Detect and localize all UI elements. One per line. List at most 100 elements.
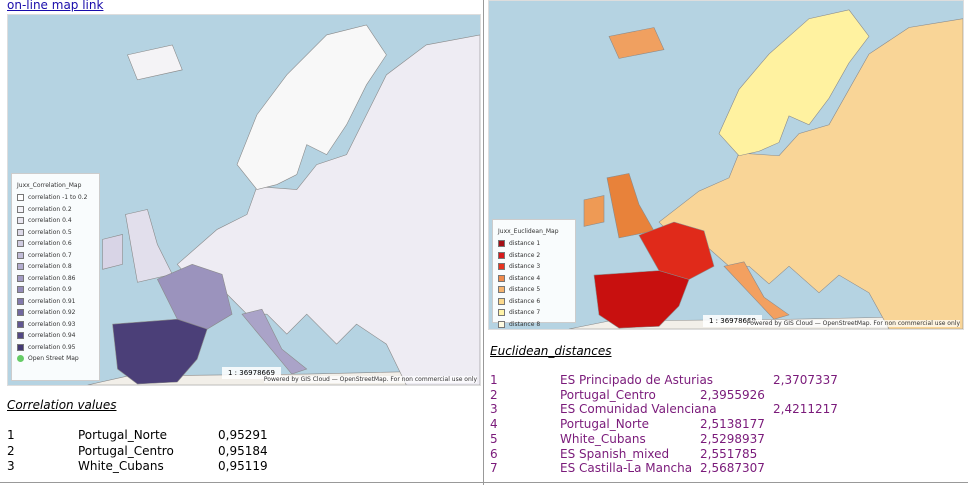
- legend-swatch: [17, 309, 24, 317]
- map[interactable]: Juxx_Euclidean_Map distance 1 distance 2 di…: [488, 0, 964, 330]
- table-row: 5 White_Cubans 2,5298937: [485, 432, 965, 447]
- legend-swatch: [17, 251, 24, 259]
- region: [127, 44, 183, 81]
- row-index: 2: [490, 387, 498, 402]
- legend-swatch: [17, 297, 24, 305]
- row-value: 0,95291: [218, 428, 268, 442]
- row-index: 1: [490, 373, 498, 387]
- legend-label: distance 7: [509, 309, 541, 317]
- legend-swatch: [17, 332, 24, 340]
- region: [593, 270, 690, 329]
- legend-label: correlation 0.9: [28, 286, 72, 294]
- legend-item: correlation 0.92: [17, 307, 94, 319]
- table-row: 1 Portugal_Norte 0,95291: [0, 428, 480, 443]
- legend-label: correlation 0.95: [28, 343, 76, 351]
- legend-item: correlation 0.7: [17, 250, 94, 262]
- legend-swatch: [498, 320, 505, 328]
- table-row: 4 Portugal_Norte 2,5138177: [485, 417, 965, 432]
- legend-label: correlation 0.93: [28, 320, 76, 328]
- legend-swatch: [17, 217, 24, 225]
- table-row: 3 White_Cubans 0,95119: [0, 459, 480, 474]
- legend-item: correlation 0.5: [17, 227, 94, 239]
- legend-swatch: [17, 286, 24, 294]
- legend-swatch: [498, 240, 505, 248]
- table-title: Euclidean_distances: [490, 344, 612, 358]
- region: [583, 195, 605, 227]
- table-title: Correlation values: [7, 398, 117, 412]
- legend-item: correlation 0.2: [17, 204, 94, 216]
- legend-label: distance 3: [509, 263, 541, 271]
- legend-title: Juxx_Euclidean_Map: [498, 227, 559, 235]
- row-name: ES Comunidad Valenciana: [560, 402, 717, 417]
- row-name: Portugal_Centro: [560, 387, 656, 402]
- table-row: 1 ES Principado de Asturias 2,3707337: [485, 373, 965, 388]
- legend-label: distance 4: [509, 274, 541, 282]
- attribution: Powered by GIS Cloud — OpenStreetMap. Fo…: [746, 320, 960, 327]
- right-panel: Juxx_Euclidean_Map distance 1 distance 2 di…: [485, 0, 968, 485]
- legend-label: distance 1: [509, 240, 541, 248]
- map[interactable]: Juxx_Correlation_Map correlation -1 to 0.…: [7, 14, 481, 386]
- legend-swatch: [498, 251, 505, 259]
- row-value: 2,5138177: [700, 417, 765, 432]
- legend-swatch: [498, 286, 505, 294]
- legend-item: correlation 0.4: [17, 215, 94, 227]
- region: [718, 9, 870, 157]
- legend-swatch: [17, 274, 24, 282]
- row-value: 2,551785: [700, 446, 758, 461]
- legend-label: distance 5: [509, 286, 541, 294]
- region: [723, 261, 790, 320]
- legend-swatch: [17, 240, 24, 248]
- region: [102, 234, 123, 270]
- legend-label: correlation 0.2: [28, 205, 72, 213]
- legend-item: correlation 0.9: [17, 284, 94, 296]
- legend-label: correlation 0.86: [28, 274, 76, 282]
- legend-item: correlation 0.91: [17, 296, 94, 308]
- map-link[interactable]: on-line map link: [7, 0, 104, 12]
- row-name: White_Cubans: [560, 431, 646, 446]
- legend-swatch: [17, 263, 24, 271]
- table-row: 7 ES Castilla-La Mancha 2,5687307: [485, 461, 965, 476]
- legend-item: correlation 0.8: [17, 261, 94, 273]
- legend-label: correlation 0.92: [28, 309, 76, 317]
- row-index: 1: [7, 428, 15, 442]
- table-row: 2 Portugal_Centro 0,95184: [0, 444, 480, 459]
- legend-swatch: [498, 297, 505, 305]
- legend-item: correlation -1 to 0.2: [17, 192, 94, 204]
- legend-item: distance 3: [498, 261, 570, 273]
- legend-label: correlation 0.4: [28, 217, 72, 225]
- row-name: ES Castilla-La Mancha: [560, 461, 693, 476]
- legend-label: correlation 0.91: [28, 297, 76, 305]
- region: [608, 27, 665, 59]
- left-panel: on-line map link Juxx_Correlation_Map cor…: [0, 0, 481, 485]
- row-value: 2,3955926: [700, 387, 765, 402]
- legend-swatch: [17, 343, 24, 351]
- legend-label: distance 8: [509, 320, 541, 328]
- divider: [483, 0, 484, 485]
- legend-label: correlation 0.8: [28, 263, 72, 271]
- region: [236, 24, 387, 190]
- legend-swatch: [498, 309, 505, 317]
- row-name: ES Principado de Asturias: [560, 373, 714, 387]
- legend-item: correlation 0.93: [17, 319, 94, 331]
- row-index: 3: [7, 459, 15, 473]
- row-index: 6: [490, 446, 498, 461]
- region: [241, 308, 308, 375]
- legend-item: correlation 0.86: [17, 273, 94, 285]
- row-name: Portugal_Centro: [78, 443, 174, 458]
- row-index: 3: [490, 402, 498, 417]
- row-index: 5: [490, 431, 498, 446]
- legend-label: Open Street Map: [28, 355, 79, 363]
- row-index: 2: [7, 443, 15, 458]
- table-row: 2 Portugal_Centro 2,3955926: [485, 388, 965, 403]
- legend-item: distance 6: [498, 296, 570, 308]
- row-name: ES Spanish_mixed: [560, 446, 670, 461]
- legend-swatch: [17, 194, 24, 202]
- legend-item: correlation 0.95: [17, 342, 94, 354]
- row-value: 2,5687307: [700, 461, 765, 476]
- map-canvas: [489, 1, 963, 329]
- legend-label: distance 2: [509, 251, 541, 259]
- legend-item: distance 2: [498, 250, 570, 262]
- legend-swatch: [17, 205, 24, 213]
- bottom-border: [0, 482, 968, 483]
